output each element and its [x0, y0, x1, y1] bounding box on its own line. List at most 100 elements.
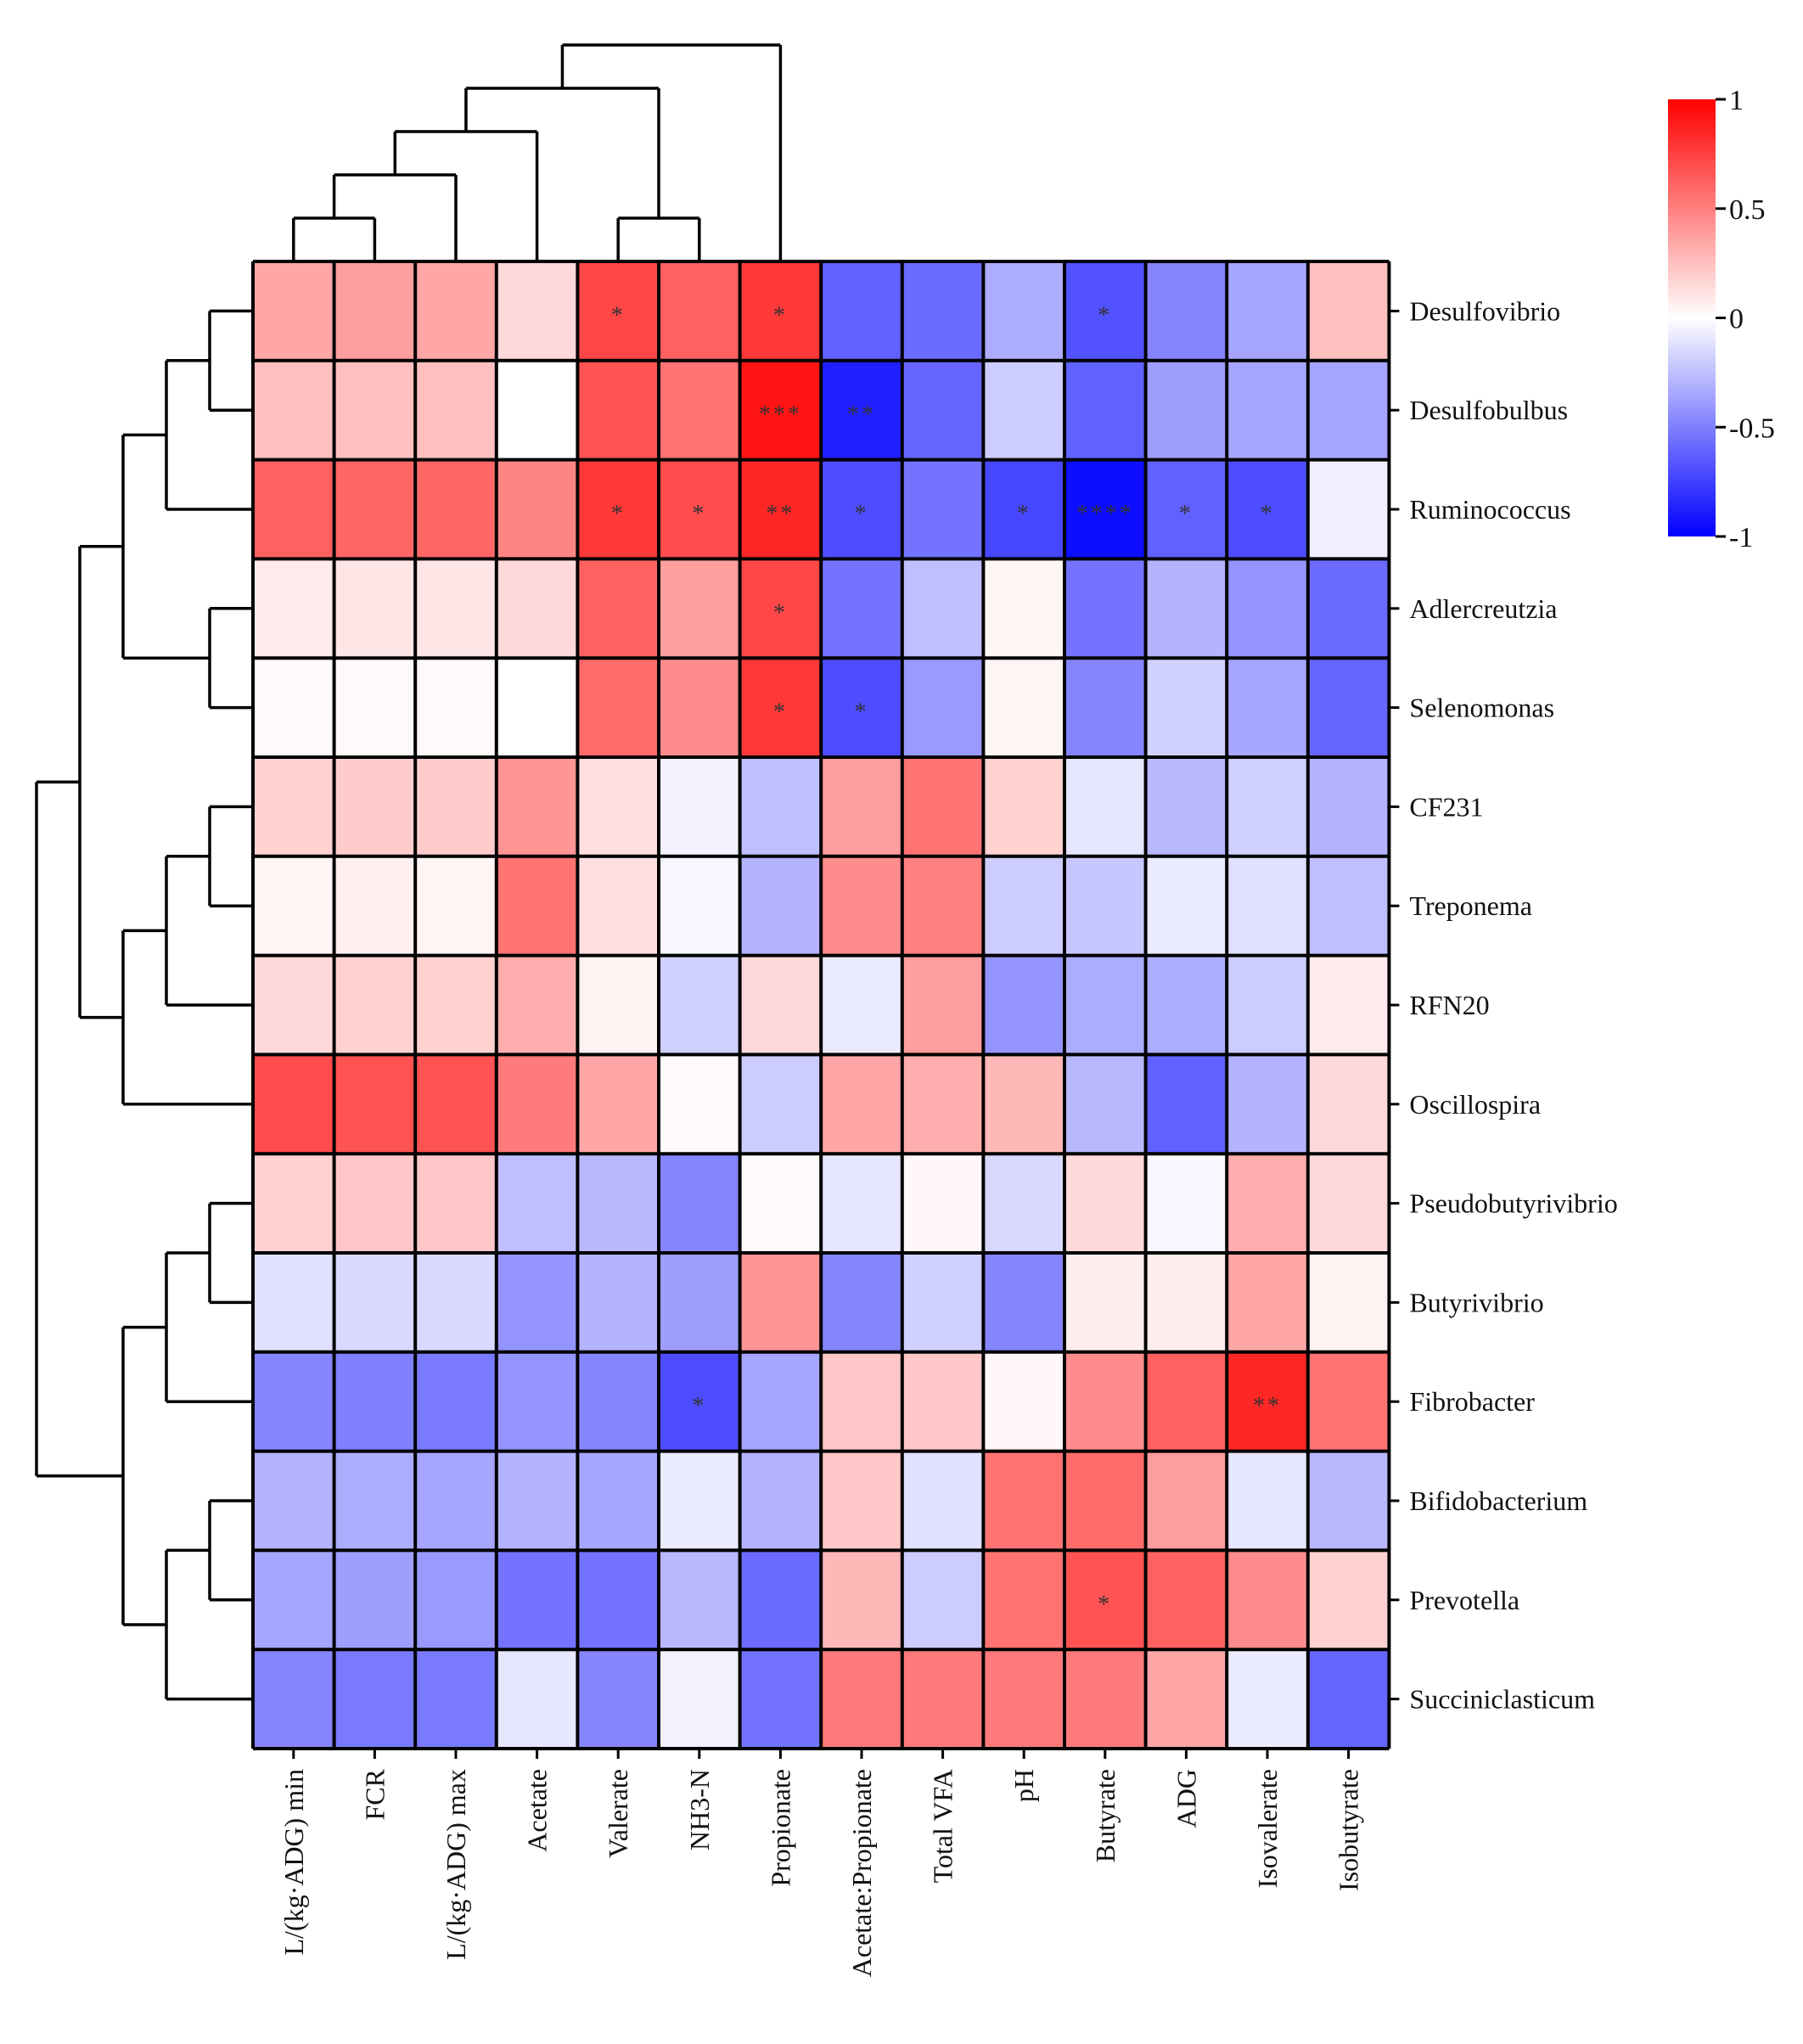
cell-ruminococcus-6 [739, 459, 822, 559]
cell-treponema-8 [902, 856, 984, 957]
cell-desulfobulbus-11 [1145, 360, 1227, 461]
cell-pseudobutyrivibrio-6 [739, 1154, 822, 1254]
cell-adlercreutzia-4 [577, 559, 660, 659]
cell-succiniclasticum-2 [415, 1649, 497, 1749]
cell-bifidobacterium-0 [253, 1451, 335, 1551]
cell-desulfobulbus-8 [902, 360, 984, 461]
cell-adlercreutzia-13 [1307, 559, 1390, 659]
cell-butyrivibrio-3 [496, 1253, 578, 1353]
cell-selenomonas-10 [1064, 658, 1147, 758]
cell-succiniclasticum-8 [902, 1649, 984, 1749]
cell-desulfovibrio-6 [739, 261, 822, 362]
cell-ruminococcus-11 [1145, 459, 1227, 559]
column-label: Total VFA [928, 1769, 958, 1883]
column-label: Acetate [522, 1769, 553, 1852]
cell-treponema-11 [1145, 856, 1227, 957]
column-label: Acetate:Propionate [846, 1769, 877, 1977]
cell-fibrobacter-1 [334, 1351, 416, 1452]
cell-selenomonas-2 [415, 658, 497, 758]
cell-ruminococcus-4 [577, 459, 660, 559]
cell-rfn20-4 [577, 955, 660, 1055]
significance-marker: * [1017, 501, 1031, 527]
cell-prevotella-12 [1227, 1550, 1309, 1650]
cell-ruminococcus-1 [334, 459, 416, 559]
cell-desulfobulbus-5 [659, 360, 741, 461]
cell-desulfovibrio-3 [496, 261, 578, 362]
cell-prevotella-9 [983, 1550, 1065, 1650]
cell-pseudobutyrivibrio-13 [1307, 1154, 1390, 1254]
cell-desulfobulbus-13 [1307, 360, 1390, 461]
cell-succiniclasticum-1 [334, 1649, 416, 1749]
cell-desulfovibrio-13 [1307, 261, 1390, 362]
cell-cf231-4 [577, 757, 660, 857]
cell-butyrivibrio-7 [821, 1253, 903, 1353]
cell-fibrobacter-5 [659, 1351, 741, 1452]
column-label: Valerate [603, 1769, 633, 1858]
cell-cf231-1 [334, 757, 416, 857]
cell-selenomonas-8 [902, 658, 984, 758]
significance-marker: * [773, 302, 788, 328]
cell-succiniclasticum-6 [739, 1649, 822, 1749]
cell-butyrivibrio-5 [659, 1253, 741, 1353]
cell-desulfobulbus-6 [739, 360, 822, 461]
significance-marker: * [855, 501, 869, 527]
cell-adlercreutzia-9 [983, 559, 1065, 659]
cell-oscillospira-3 [496, 1054, 578, 1154]
cell-desulfovibrio-11 [1145, 261, 1227, 362]
cell-cf231-8 [902, 757, 984, 857]
cell-rfn20-8 [902, 955, 984, 1055]
cell-butyrivibrio-12 [1227, 1253, 1309, 1353]
significance-marker: * [611, 302, 626, 328]
significance-marker: * [1098, 302, 1112, 328]
cell-fibrobacter-6 [739, 1351, 822, 1452]
row-label: Selenomonas [1409, 693, 1554, 723]
cell-fibrobacter-12 [1227, 1351, 1309, 1452]
cell-rfn20-2 [415, 955, 497, 1055]
cell-treponema-9 [983, 856, 1065, 957]
cell-treponema-13 [1307, 856, 1390, 957]
cell-fibrobacter-11 [1145, 1351, 1227, 1452]
cell-pseudobutyrivibrio-10 [1064, 1154, 1147, 1254]
cell-prevotella-8 [902, 1550, 984, 1650]
row-dendrogram [35, 309, 253, 1701]
cell-selenomonas-9 [983, 658, 1065, 758]
cell-rfn20-9 [983, 955, 1065, 1055]
cell-adlercreutzia-6 [739, 559, 822, 659]
cell-cf231-12 [1227, 757, 1309, 857]
row-label: Fibrobacter [1409, 1386, 1535, 1417]
cell-desulfovibrio-2 [415, 261, 497, 362]
cell-adlercreutzia-3 [496, 559, 578, 659]
cell-fibrobacter-0 [253, 1351, 335, 1452]
cell-bifidobacterium-6 [739, 1451, 822, 1551]
cell-desulfobulbus-7 [821, 360, 903, 461]
column-label: Butyrate [1090, 1769, 1121, 1862]
cell-ruminococcus-13 [1307, 459, 1390, 559]
cell-succiniclasticum-0 [253, 1649, 335, 1749]
row-label: RFN20 [1409, 990, 1489, 1020]
cell-desulfobulbus-3 [496, 360, 578, 461]
row-label: Oscillospira [1409, 1089, 1541, 1120]
cell-desulfovibrio-0 [253, 261, 335, 362]
cell-desulfovibrio-4 [577, 261, 660, 362]
cell-oscillospira-12 [1227, 1054, 1309, 1154]
row-label: Treponema [1409, 890, 1532, 921]
cell-desulfobulbus-9 [983, 360, 1065, 461]
cell-cf231-11 [1145, 757, 1227, 857]
cell-butyrivibrio-0 [253, 1253, 335, 1353]
cell-rfn20-1 [334, 955, 416, 1055]
cell-desulfobulbus-4 [577, 360, 660, 461]
cell-oscillospira-7 [821, 1054, 903, 1154]
cell-cf231-9 [983, 757, 1065, 857]
cell-rfn20-3 [496, 955, 578, 1055]
cell-treponema-5 [659, 856, 741, 957]
cell-desulfobulbus-10 [1064, 360, 1147, 461]
cell-rfn20-0 [253, 955, 335, 1055]
cell-fibrobacter-3 [496, 1351, 578, 1452]
cell-succiniclasticum-7 [821, 1649, 903, 1749]
row-label: Desulfovibrio [1409, 295, 1560, 326]
column-dendrogram [292, 43, 783, 261]
cell-rfn20-10 [1064, 955, 1147, 1055]
row-label: Succiniclasticum [1409, 1684, 1595, 1715]
cell-prevotella-13 [1307, 1550, 1390, 1650]
